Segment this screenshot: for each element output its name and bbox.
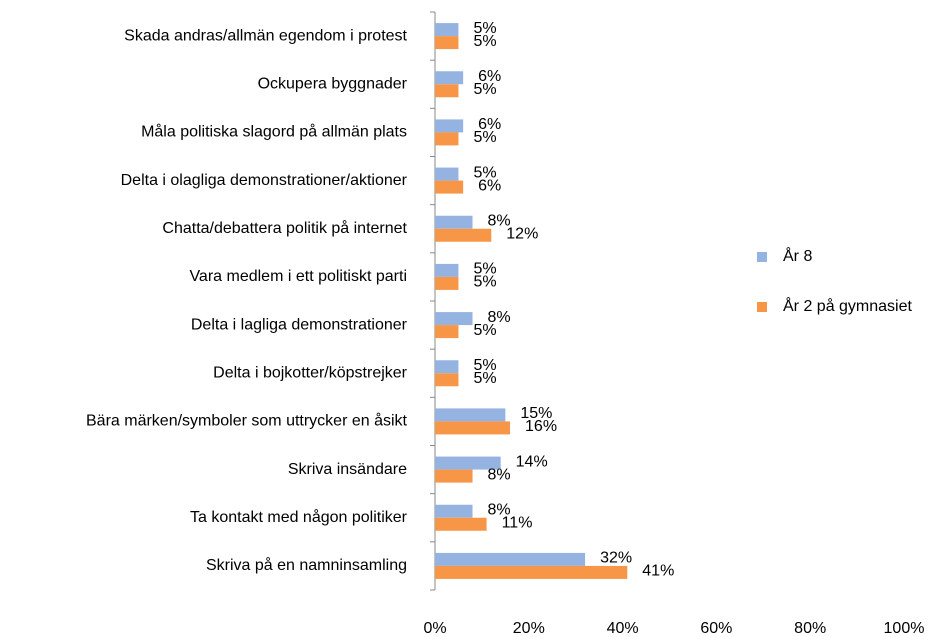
value-label: 5% (473, 33, 496, 50)
value-label: 8% (488, 466, 511, 483)
x-tick-label: 60% (700, 620, 732, 637)
value-label: 5% (473, 261, 496, 278)
value-label: 12% (506, 225, 538, 242)
bar (435, 36, 459, 50)
bar (435, 469, 473, 483)
bar (435, 421, 511, 435)
value-label: 6% (478, 116, 501, 133)
bar (435, 71, 464, 85)
value-label: 5% (473, 370, 496, 387)
value-label: 5% (473, 164, 496, 181)
legend-swatch (757, 302, 767, 312)
value-label: 41% (642, 563, 674, 580)
bar (435, 408, 506, 422)
bar (435, 325, 459, 339)
y-tick-label: Ockupera byggnader (258, 75, 408, 92)
x-tick-label: 20% (513, 620, 545, 637)
bar (435, 565, 628, 579)
y-tick-label: Delta i bojkotter/köpstrejker (213, 364, 408, 381)
bar (435, 456, 501, 470)
value-label: 6% (478, 68, 501, 85)
bar (435, 276, 459, 290)
bar (435, 228, 492, 242)
x-tick-label: 80% (794, 620, 826, 637)
value-label: 5% (473, 20, 496, 37)
value-label: 11% (502, 514, 533, 531)
legend-label: År 2 på gymnasiet (783, 296, 913, 315)
value-label: 32% (600, 550, 632, 567)
bar (435, 373, 459, 387)
y-tick-label: Skriva på en namninsamling (206, 556, 407, 574)
y-tick-label: Delta i lagliga demonstrationer (191, 316, 408, 333)
bar (435, 360, 459, 374)
value-label: 8% (488, 501, 511, 518)
bar (435, 132, 459, 146)
value-label: 5% (473, 322, 496, 339)
bar (435, 215, 473, 229)
legend-swatch (757, 252, 767, 262)
bar (435, 180, 464, 194)
value-label: 5% (473, 81, 496, 98)
value-label: 15% (520, 405, 552, 422)
x-tick-label: 100% (884, 620, 925, 637)
y-tick-label: Delta i olagliga demonstrationer/aktione… (121, 172, 408, 189)
y-tick-label: Bära märken/symboler som uttrycker en ås… (86, 412, 408, 430)
bar (435, 312, 473, 326)
y-tick-label: Skriva insändare (288, 461, 407, 478)
bar (435, 504, 473, 518)
value-label: 5% (473, 357, 496, 374)
value-label: 8% (488, 309, 511, 326)
bar (435, 23, 459, 37)
value-label: 14% (516, 453, 548, 470)
y-tick-label: Chatta/debattera politik på internet (162, 219, 407, 237)
y-tick-label: Skada andras/allmän egendom i protest (124, 27, 407, 44)
bar (435, 84, 459, 98)
bar (435, 263, 459, 277)
bar (435, 517, 487, 531)
bar (435, 552, 586, 566)
value-label: 6% (478, 177, 501, 194)
y-tick-label: Måla politiska slagord på allmän plats (141, 123, 407, 141)
y-tick-label: Vara medlem i ett politiskt parti (189, 268, 407, 285)
bar (435, 119, 464, 133)
x-tick-label: 40% (607, 620, 639, 637)
legend-label: År 8 (783, 246, 812, 265)
x-tick-label: 0% (423, 620, 446, 637)
value-label: 16% (525, 418, 557, 435)
value-label: 8% (488, 212, 511, 229)
y-tick-label: Ta kontakt med någon politiker (190, 508, 408, 526)
value-label: 5% (473, 129, 496, 146)
value-label: 5% (473, 274, 496, 291)
bar (435, 167, 459, 181)
